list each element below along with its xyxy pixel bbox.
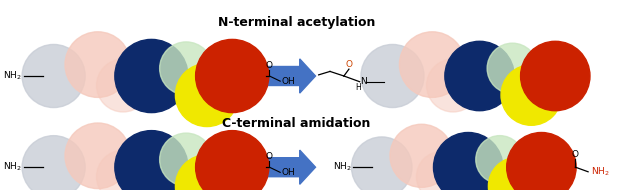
Ellipse shape xyxy=(399,32,465,97)
Text: OH: OH xyxy=(281,168,295,177)
Ellipse shape xyxy=(115,131,188,190)
Ellipse shape xyxy=(196,131,269,190)
Ellipse shape xyxy=(175,155,239,190)
FancyArrow shape xyxy=(243,59,316,93)
Text: NH$_2$: NH$_2$ xyxy=(333,161,351,173)
Text: O: O xyxy=(345,60,353,69)
Ellipse shape xyxy=(487,43,538,94)
Ellipse shape xyxy=(65,123,131,189)
Ellipse shape xyxy=(416,151,467,190)
Text: H: H xyxy=(355,83,362,92)
Ellipse shape xyxy=(115,39,188,113)
Ellipse shape xyxy=(433,132,503,190)
Ellipse shape xyxy=(97,59,150,112)
Ellipse shape xyxy=(361,44,424,108)
Ellipse shape xyxy=(196,39,269,113)
Ellipse shape xyxy=(65,32,131,97)
Text: NH$_2$: NH$_2$ xyxy=(3,161,22,173)
Ellipse shape xyxy=(351,137,412,190)
Text: O: O xyxy=(266,61,273,70)
Ellipse shape xyxy=(507,132,576,190)
Text: O: O xyxy=(572,150,579,159)
Ellipse shape xyxy=(97,150,150,190)
Text: N: N xyxy=(360,77,367,86)
Ellipse shape xyxy=(390,124,453,187)
Ellipse shape xyxy=(427,59,480,112)
Ellipse shape xyxy=(160,133,213,186)
Ellipse shape xyxy=(488,157,546,190)
Text: NH$_2$: NH$_2$ xyxy=(591,165,610,178)
Ellipse shape xyxy=(445,41,514,111)
FancyArrow shape xyxy=(243,150,316,184)
Text: O: O xyxy=(266,153,273,162)
Ellipse shape xyxy=(175,63,239,127)
Ellipse shape xyxy=(476,136,524,184)
Ellipse shape xyxy=(22,136,85,190)
Ellipse shape xyxy=(160,42,213,95)
Ellipse shape xyxy=(521,41,590,111)
Text: N-terminal acetylation: N-terminal acetylation xyxy=(218,16,375,29)
Text: NH$_2$: NH$_2$ xyxy=(3,70,22,82)
Ellipse shape xyxy=(22,44,85,108)
Text: OH: OH xyxy=(281,77,295,86)
Ellipse shape xyxy=(501,65,562,125)
Text: C-terminal amidation: C-terminal amidation xyxy=(222,117,371,130)
